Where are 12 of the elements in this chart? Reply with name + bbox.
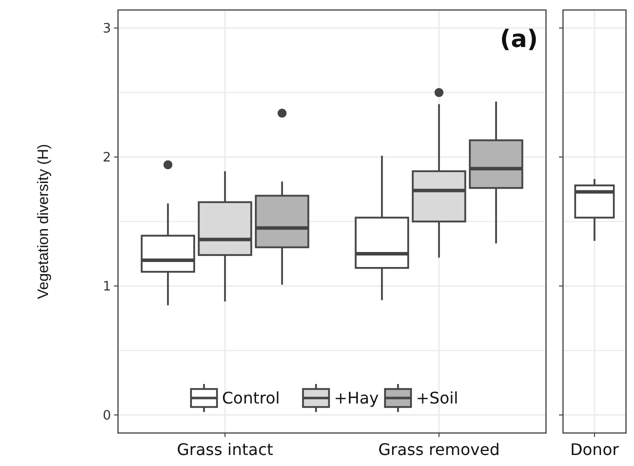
y-tick-label: 3 <box>102 22 111 37</box>
y-tick-label: 1 <box>102 280 111 295</box>
legend-label: +Hay <box>334 388 379 408</box>
y-axis-title: Vegetation diversity (H) <box>35 144 52 300</box>
text: (a) <box>500 25 538 53</box>
x-tick-label: Donor <box>570 440 620 459</box>
y-tick-label: 2 <box>102 150 111 166</box>
x-tick-label: Grass removed <box>378 440 500 459</box>
x-tick-label: Grass intact <box>176 440 274 459</box>
y-tick-label: 0 <box>102 408 111 424</box>
legend-label: Control <box>222 388 280 408</box>
legend-label: +Soil <box>416 388 458 408</box>
